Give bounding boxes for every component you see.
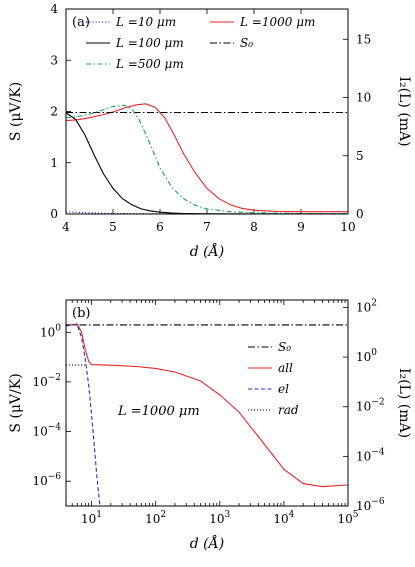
y2-tick-label: 10 — [356, 91, 371, 105]
panel-label: (b) — [72, 306, 90, 321]
y-tick-label: 10−6 — [32, 472, 61, 488]
x-axis-label: d (Å) — [190, 242, 224, 260]
legend-label: all — [278, 361, 293, 375]
legend-label: L =1000 μm — [239, 15, 315, 29]
x-tick-label: 6 — [156, 220, 164, 234]
x-axis-label: d (Å) — [190, 534, 224, 552]
y-tick-label: 4 — [50, 2, 58, 16]
x-tick-label: 101 — [81, 510, 102, 526]
series-line — [66, 323, 348, 488]
x-tick-label: 7 — [203, 220, 211, 234]
x-tick-label: 104 — [273, 510, 294, 526]
x-tick-label: 102 — [145, 510, 166, 526]
y-tick-label: 10−2 — [32, 373, 61, 389]
annotation: L =1000 μm — [117, 404, 200, 419]
y-axis-label: S (μV/K) — [8, 373, 24, 432]
panel-b: 101 102 103 104 10510−610−410−210010−610−410… — [8, 298, 412, 552]
y2-tick-label: 102 — [356, 298, 377, 314]
series-line — [66, 324, 101, 506]
y2-axis-label: I₂(L) (mA) — [396, 368, 412, 438]
legend-label: rad — [278, 403, 299, 417]
plot-area — [66, 323, 348, 506]
x-tick-label: 8 — [250, 220, 258, 234]
series-line — [66, 104, 348, 214]
legend-label: S₀ — [278, 340, 291, 354]
plot-area — [66, 103, 348, 214]
y2-tick-label: 10−6 — [356, 497, 385, 513]
panel-label: (a) — [72, 15, 90, 30]
legend-label: S₀ — [240, 36, 253, 50]
y2-axis-label: I₂(L) (mA) — [396, 76, 412, 146]
y-axis-label: S (μV/K) — [8, 82, 24, 141]
y2-tick-label: 100 — [356, 348, 377, 364]
legend-label: L =100 μm — [115, 36, 184, 50]
x-tick-label: 10 — [340, 220, 355, 234]
series-line — [66, 103, 348, 213]
y2-tick-label: 10−2 — [356, 398, 385, 414]
y-tick-label: 1 — [50, 156, 58, 170]
y-tick-label: 3 — [50, 53, 58, 67]
series-line — [66, 112, 348, 214]
y-tick-label: 0 — [50, 207, 58, 221]
x-tick-label: 103 — [209, 510, 230, 526]
y2-tick-label: 0 — [356, 207, 364, 221]
y2-tick-label: 5 — [356, 149, 364, 163]
axes-frame — [65, 299, 349, 507]
axes-frame — [65, 8, 349, 215]
legend-label: L =500 μm — [115, 57, 184, 71]
y-tick-label: 100 — [40, 323, 61, 339]
y2-tick-label: 10−4 — [356, 447, 385, 463]
y-tick-label: 10−4 — [32, 423, 61, 439]
legend-label: el — [278, 382, 289, 396]
x-tick-label: 9 — [297, 220, 305, 234]
x-tick-label: 5 — [109, 220, 117, 234]
x-tick-label: 4 — [62, 220, 70, 234]
x-tick-label: 105 — [337, 510, 358, 526]
y2-tick-label: 15 — [356, 32, 371, 46]
legend-label: L =10 μm — [115, 15, 176, 29]
y-tick-label: 2 — [50, 105, 58, 119]
